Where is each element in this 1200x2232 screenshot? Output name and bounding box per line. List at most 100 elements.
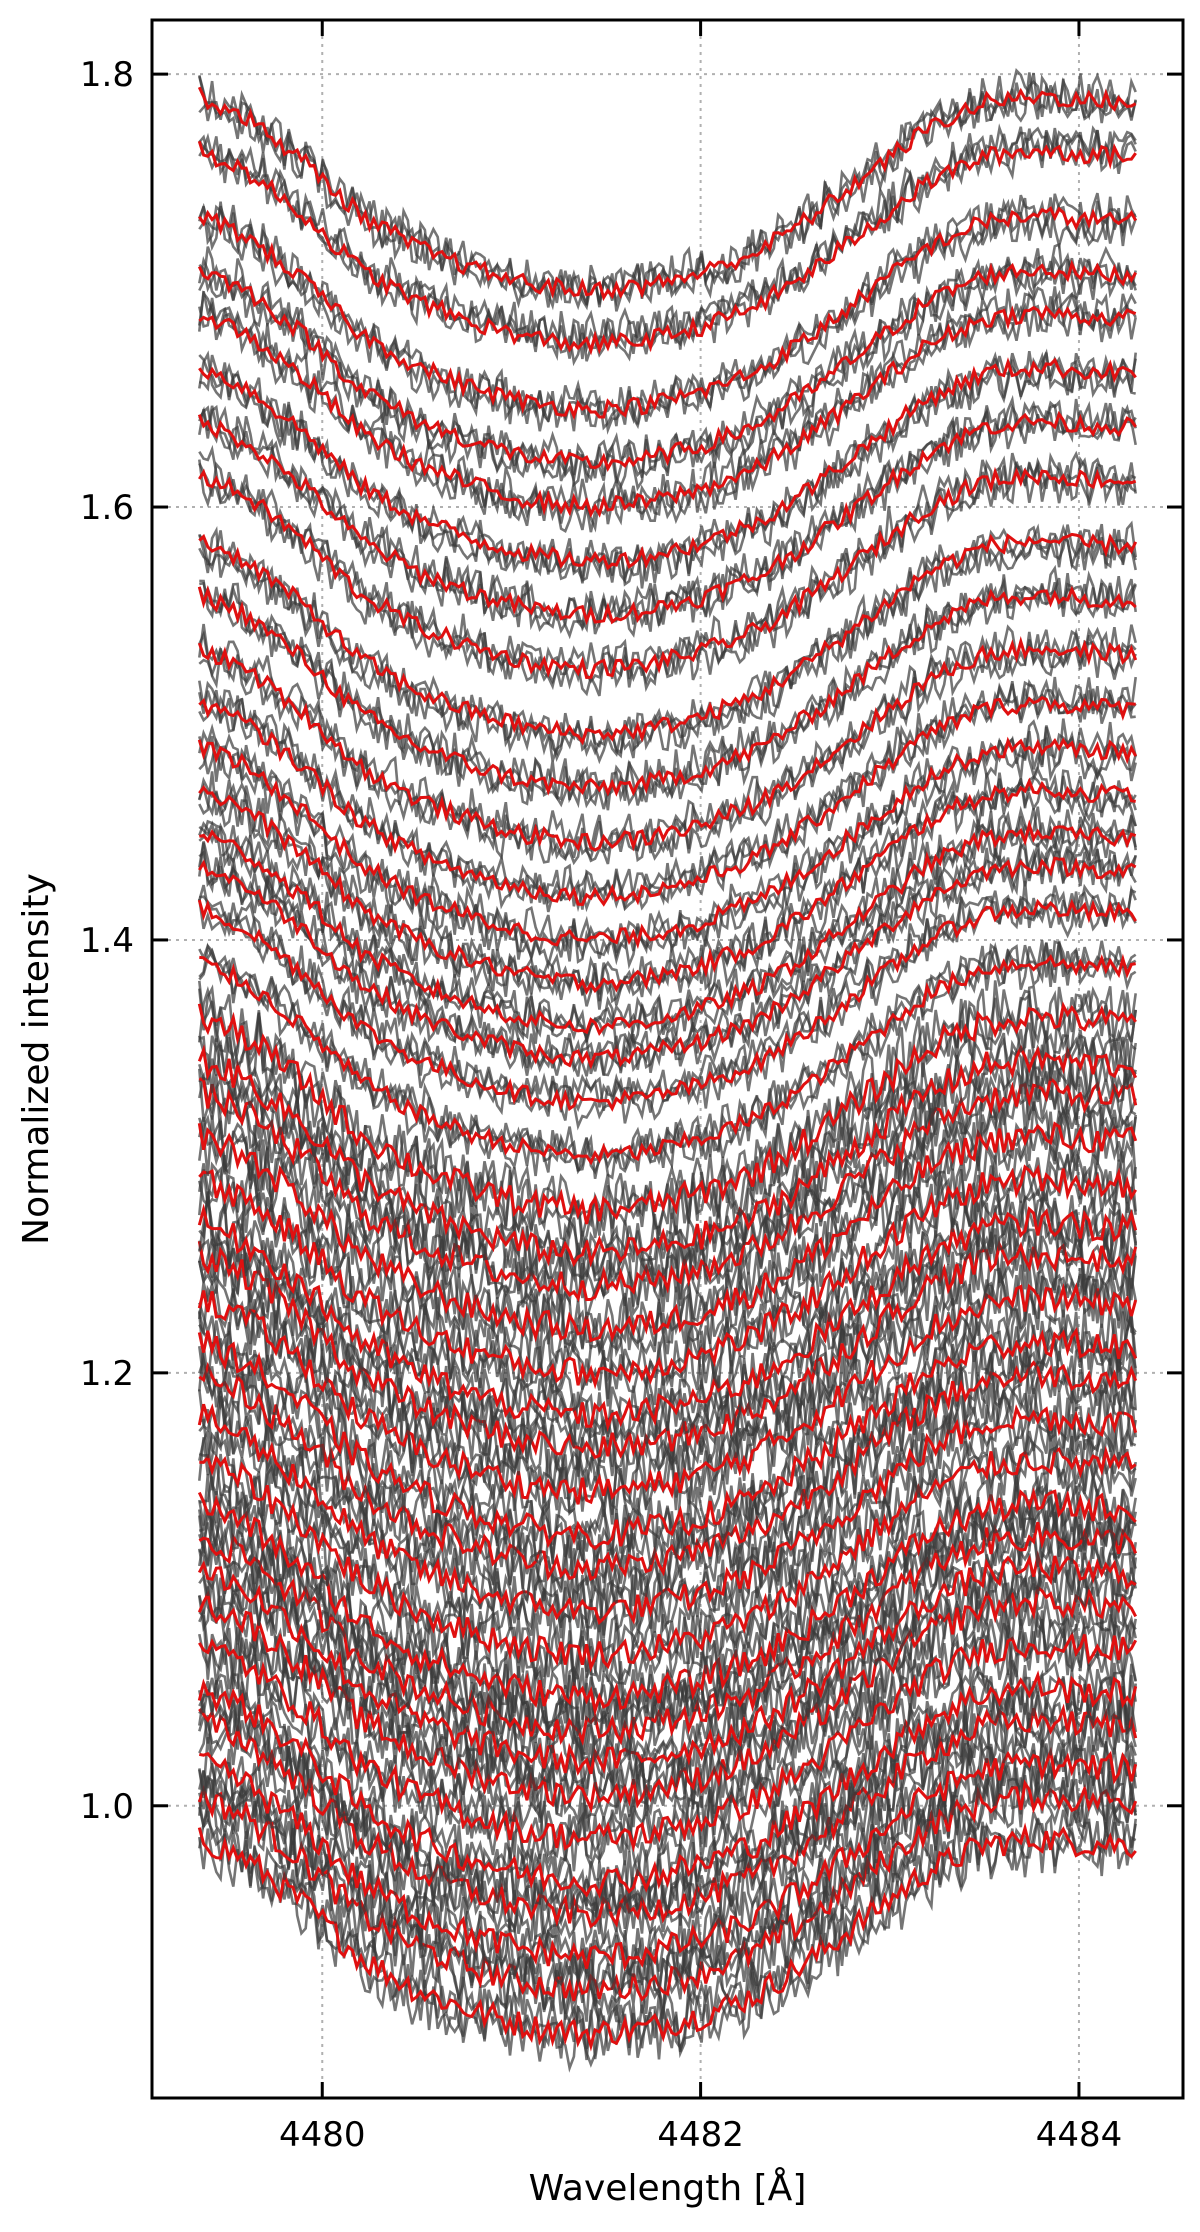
series-group [197, 1100, 1138, 1365]
model-spectrum-line [197, 1670, 1138, 1899]
model-spectrum-line [198, 357, 1137, 571]
series-group [197, 1472, 1137, 1738]
model-spectrum-line [199, 1445, 1137, 1673]
model-spectrum-line [198, 777, 1136, 995]
series-group [198, 805, 1137, 1050]
model-spectrum-line [197, 1282, 1138, 1505]
series-group [198, 1422, 1137, 1689]
observed-spectrum-line [198, 1473, 1136, 1738]
model-spectrum-line [197, 410, 1137, 626]
observed-spectrum-line [198, 248, 1137, 488]
series-group [197, 1533, 1137, 1800]
series-group [197, 564, 1137, 811]
y-tick-label: 1.8 [80, 55, 134, 95]
model-spectrum-line [198, 466, 1137, 680]
series-group [198, 192, 1138, 435]
model-spectrum-line [197, 1550, 1137, 1776]
observed-spectrum-line [198, 1534, 1137, 1800]
model-spectrum-line [198, 532, 1138, 746]
observed-spectrum-line [198, 1101, 1137, 1361]
series-group [197, 1302, 1138, 1568]
series-group [198, 348, 1137, 589]
x-tick-label: 4482 [657, 2115, 744, 2155]
series-group [197, 68, 1137, 312]
model-spectrum-line [197, 259, 1138, 473]
model-spectrum-line [197, 1203, 1138, 1432]
series-group [198, 1338, 1138, 1607]
series-group [197, 123, 1137, 367]
model-spectrum-line [197, 1584, 1138, 1814]
observed-spectrum-line [198, 623, 1137, 856]
series-group [198, 520, 1138, 765]
model-spectrum-line [197, 1822, 1137, 2052]
plot-frame [150, 18, 1185, 2100]
series-group [197, 1659, 1138, 1920]
model-spectrum-line [197, 736, 1138, 950]
model-spectrum-line [198, 695, 1136, 907]
series-group [198, 1607, 1138, 1878]
model-spectrum-line [197, 1121, 1138, 1343]
model-spectrum-line [198, 1075, 1138, 1302]
model-spectrum-line [197, 1001, 1137, 1225]
axis-ticks [152, 20, 1183, 2098]
observed-spectrum-line [199, 884, 1137, 1113]
observed-spectrum-line [198, 1189, 1137, 1448]
series-group [197, 1189, 1138, 1448]
observed-spectrum-line [198, 523, 1137, 765]
model-spectrum-line [198, 1164, 1137, 1390]
x-axis-label: Wavelength [Å] [529, 2166, 807, 2209]
series-group [197, 623, 1138, 866]
y-tick-label: 1.6 [80, 488, 134, 528]
model-spectrum-line [197, 898, 1137, 1112]
model-spectrum-line [198, 1631, 1138, 1853]
observed-spectrum-line [198, 980, 1137, 1239]
model-spectrum-line [197, 585, 1137, 797]
observed-spectrum-line [198, 985, 1137, 1242]
observed-spectrum-line [198, 1422, 1137, 1680]
series-group [197, 1260, 1138, 1525]
observed-spectrum-line [198, 807, 1137, 1050]
spectra-series [197, 68, 1138, 2073]
series-group [198, 444, 1137, 697]
observed-spectrum-line [198, 1338, 1137, 1604]
series-group [198, 1142, 1137, 1413]
model-spectrum-line [197, 1326, 1138, 1551]
x-tick-labels: 4480 4482 4484 [279, 2115, 1122, 2155]
series-group [198, 286, 1137, 533]
x-tick-label: 4480 [279, 2115, 366, 2155]
observed-spectrum-line [198, 940, 1137, 1175]
y-tick-label: 1.2 [80, 1354, 134, 1394]
observed-spectrum-line [198, 1666, 1137, 1918]
series-group [197, 980, 1137, 1248]
observed-spectrum-line [198, 1610, 1137, 1865]
series-group [198, 765, 1137, 1010]
y-tick-label: 1.0 [80, 1787, 134, 1827]
y-tick-label: 1.4 [80, 921, 134, 961]
observed-spectrum-line [199, 570, 1137, 811]
series-group [197, 718, 1138, 970]
x-tick-label: 4484 [1036, 2115, 1123, 2155]
observed-spectrum-line [198, 1344, 1137, 1602]
y-tick-labels: 1.0 1.2 1.4 1.6 1.8 [80, 55, 134, 1827]
observed-spectrum-line [198, 394, 1137, 635]
series-group [198, 1730, 1138, 1998]
observed-spectrum-line [198, 194, 1136, 435]
model-spectrum-line [197, 636, 1138, 852]
series-group [197, 394, 1137, 640]
series-group [197, 880, 1137, 1131]
observed-spectrum-line [198, 771, 1137, 1004]
model-spectrum-line [197, 140, 1137, 356]
observed-spectrum-line [198, 1061, 1137, 1320]
y-axis-label: Normalized intensity [16, 873, 57, 1245]
series-group [198, 840, 1137, 1077]
model-spectrum-line [198, 856, 1137, 1070]
observed-spectrum-line [198, 576, 1137, 810]
observed-spectrum-line [198, 192, 1137, 427]
model-spectrum-line [199, 1746, 1138, 1972]
observed-spectrum-line [198, 1022, 1137, 1286]
observed-spectrum-line [198, 1147, 1137, 1400]
model-spectrum-line [198, 819, 1137, 1037]
model-spectrum-line [198, 206, 1138, 421]
series-group [198, 676, 1137, 913]
